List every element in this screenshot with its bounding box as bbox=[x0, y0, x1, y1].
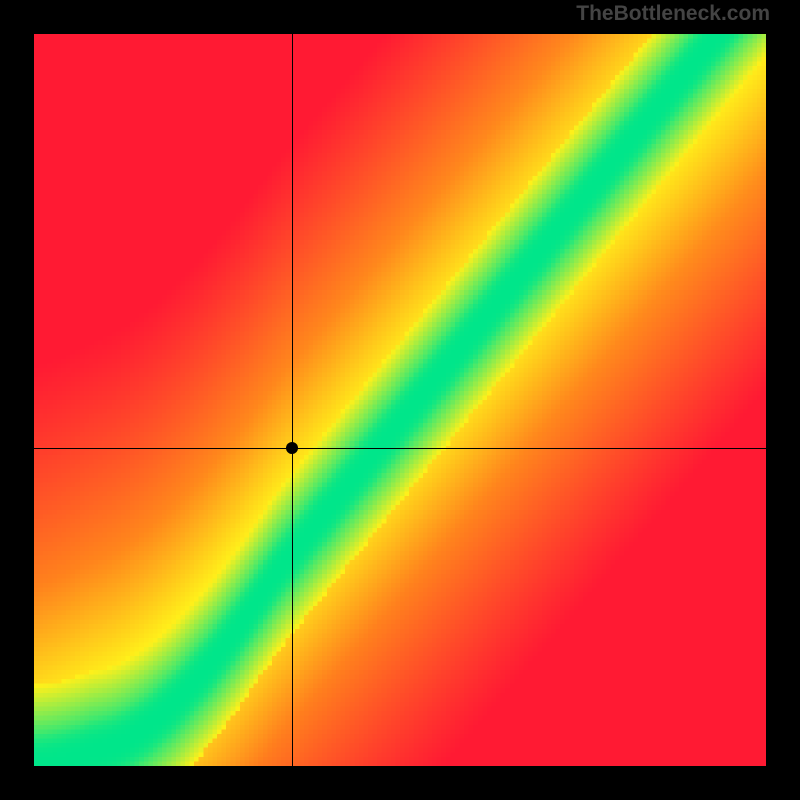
crosshair-vertical bbox=[292, 34, 293, 766]
plot-area bbox=[34, 34, 766, 766]
crosshair-horizontal bbox=[34, 448, 766, 449]
bottleneck-heatmap bbox=[34, 34, 766, 766]
selection-marker-dot[interactable] bbox=[286, 442, 298, 454]
watermark-text: TheBottleneck.com bbox=[576, 2, 770, 26]
